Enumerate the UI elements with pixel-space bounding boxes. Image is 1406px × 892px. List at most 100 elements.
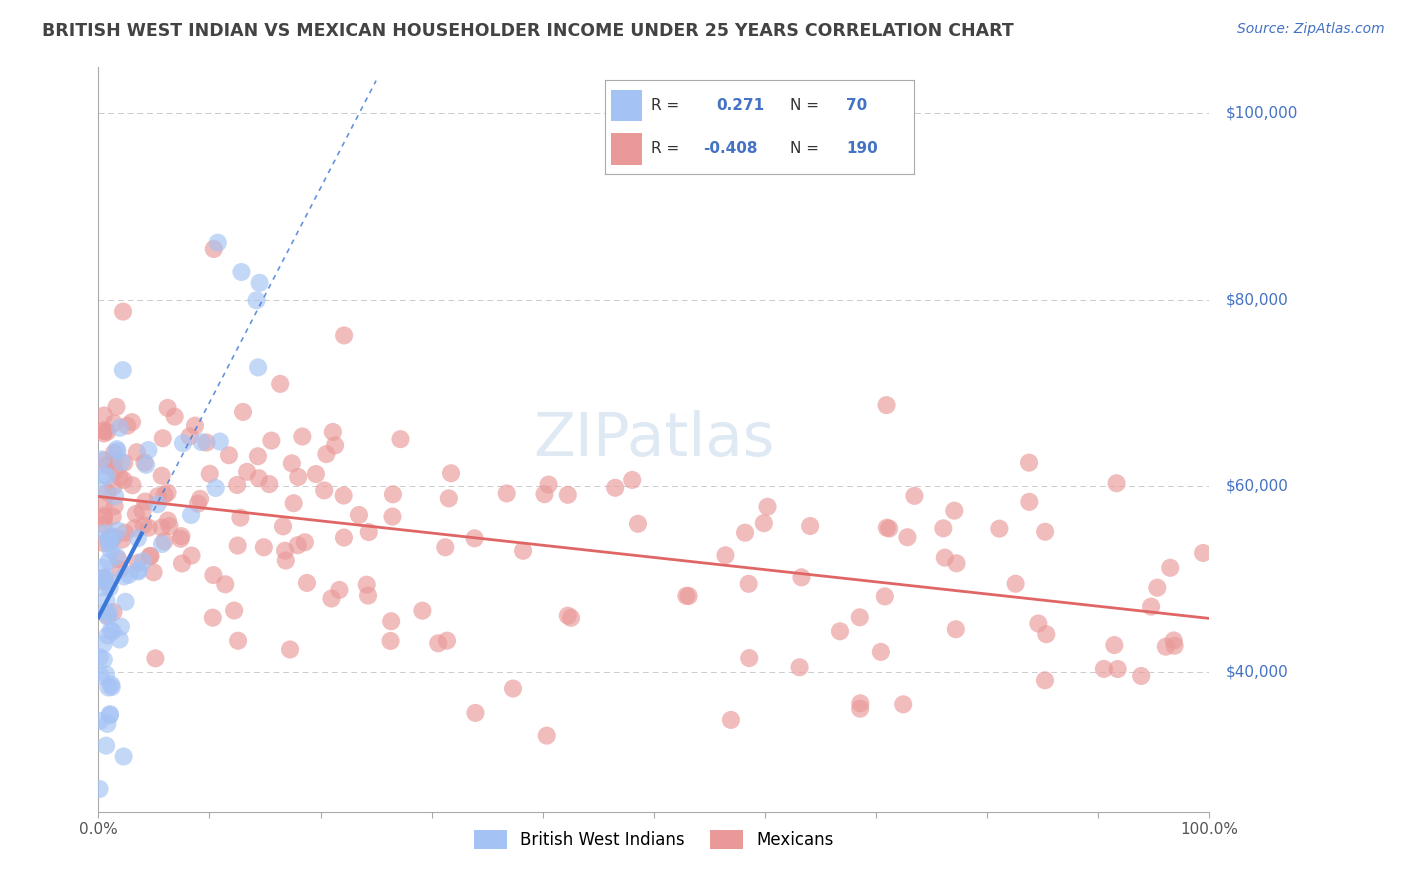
Point: [560, 611, 582, 625]
Point: [253, 541, 276, 555]
Point: [1159, 561, 1181, 575]
Point: [146, 489, 169, 503]
Point: [104, 499, 127, 513]
Point: [932, 521, 955, 535]
Point: [896, 530, 918, 544]
Text: ZIPatlas: ZIPatlas: [533, 409, 775, 469]
Point: [114, 525, 136, 540]
Point: [97, 628, 120, 642]
Point: [127, 563, 149, 577]
Point: [226, 478, 249, 492]
Point: [323, 438, 346, 452]
Text: Source: ZipAtlas.com: Source: ZipAtlas.com: [1237, 22, 1385, 37]
Point: [117, 418, 139, 433]
Point: [97, 532, 120, 546]
Point: [156, 514, 179, 528]
Point: [381, 509, 404, 524]
Point: [89, 483, 111, 497]
Point: [347, 508, 370, 522]
Point: [91, 572, 114, 586]
Point: [105, 444, 128, 458]
Point: [1163, 633, 1185, 648]
Point: [101, 509, 124, 524]
Point: [100, 677, 122, 691]
Point: [98, 530, 121, 544]
Point: [153, 534, 176, 549]
Point: [440, 467, 463, 481]
Point: [849, 696, 872, 710]
Point: [145, 651, 167, 665]
Text: $40,000: $40,000: [1226, 665, 1288, 680]
Point: [93, 652, 115, 666]
Point: [139, 549, 162, 564]
Point: [159, 519, 181, 533]
Point: [357, 524, 380, 539]
Point: [105, 442, 128, 457]
Point: [110, 455, 132, 469]
Point: [224, 603, 246, 617]
Point: [314, 483, 336, 498]
Point: [125, 507, 148, 521]
Point: [93, 468, 115, 483]
Point: [96, 717, 118, 731]
Point: [132, 518, 155, 533]
Point: [146, 497, 169, 511]
Point: [381, 487, 404, 501]
Point: [738, 651, 761, 665]
Point: [93, 536, 115, 550]
Point: [94, 739, 117, 753]
Text: R =: R =: [651, 141, 679, 156]
Bar: [610, 89, 641, 121]
Point: [110, 562, 132, 576]
Point: [97, 554, 120, 568]
Point: [1105, 476, 1128, 491]
Point: [139, 549, 162, 563]
Point: [150, 520, 173, 534]
Point: [97, 485, 120, 500]
Point: [103, 417, 125, 431]
Point: [195, 435, 218, 450]
Point: [112, 749, 135, 764]
Point: [93, 424, 115, 438]
Point: [97, 610, 120, 624]
Point: [627, 516, 650, 531]
Text: N =: N =: [790, 98, 820, 113]
Point: [98, 707, 121, 722]
Point: [752, 516, 775, 531]
Text: 190: 190: [846, 141, 877, 156]
Point: [232, 405, 254, 419]
Point: [281, 456, 304, 470]
Point: [737, 576, 759, 591]
Point: [294, 535, 316, 549]
Point: [305, 467, 328, 481]
Point: [945, 622, 967, 636]
Point: [93, 426, 115, 441]
Point: [127, 565, 149, 579]
Point: [93, 453, 115, 467]
Point: [333, 531, 356, 545]
Point: [1163, 639, 1185, 653]
Point: [103, 530, 125, 544]
Point: [260, 434, 283, 448]
Point: [138, 521, 160, 535]
Point: [107, 552, 129, 566]
Point: [93, 526, 115, 541]
Point: [96, 469, 118, 483]
Point: [105, 549, 128, 563]
Point: [1004, 576, 1026, 591]
Point: [259, 477, 281, 491]
Point: [89, 650, 111, 665]
Point: [315, 447, 337, 461]
Point: [100, 680, 122, 694]
Point: [427, 636, 450, 650]
Point: [536, 729, 558, 743]
Point: [93, 508, 115, 523]
Point: [226, 633, 249, 648]
Point: [121, 415, 143, 429]
Legend: British West Indians, Mexicans: British West Indians, Mexicans: [467, 823, 841, 855]
Point: [179, 429, 201, 443]
Point: [118, 567, 141, 582]
Point: [557, 608, 579, 623]
Point: [127, 556, 149, 570]
Point: [357, 589, 380, 603]
